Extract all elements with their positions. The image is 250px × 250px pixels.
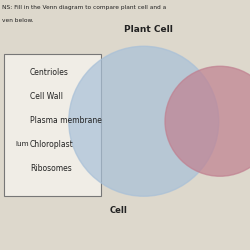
Text: Cell Wall: Cell Wall (30, 92, 63, 101)
FancyBboxPatch shape (4, 54, 101, 196)
Text: NS: Fill in the Venn diagram to compare plant cell and a: NS: Fill in the Venn diagram to compare … (2, 5, 167, 10)
Text: Plant Cell: Plant Cell (124, 25, 173, 34)
Circle shape (69, 46, 219, 196)
Text: lum: lum (15, 142, 28, 148)
Text: Centrioles: Centrioles (30, 68, 69, 77)
Text: Cell: Cell (110, 206, 128, 215)
Text: Chloroplast: Chloroplast (30, 140, 74, 149)
Text: Plasma membrane: Plasma membrane (30, 116, 102, 125)
Text: ven below.: ven below. (2, 18, 34, 22)
Circle shape (165, 66, 250, 176)
Text: Ribosomes: Ribosomes (30, 164, 72, 173)
